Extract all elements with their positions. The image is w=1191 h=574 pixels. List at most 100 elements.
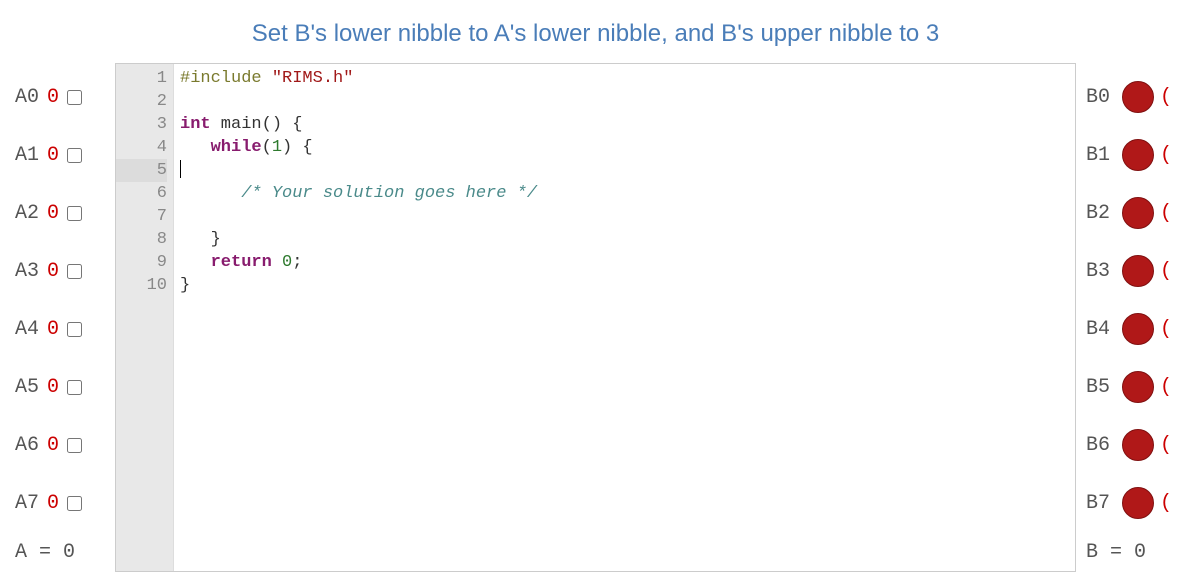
line-number-gutter: 12345678910 bbox=[116, 64, 174, 571]
input-row-a3: A30 bbox=[15, 242, 115, 300]
output-value: ( bbox=[1160, 144, 1172, 167]
input-row-a0: A00 bbox=[15, 68, 115, 126]
input-value: 0 bbox=[47, 144, 65, 167]
input-summary: A = 0 bbox=[15, 532, 115, 572]
input-value: 0 bbox=[47, 260, 65, 283]
output-row-b7: B7 ( bbox=[1086, 474, 1191, 532]
input-value: 0 bbox=[47, 434, 65, 457]
token-cm: /* Your solution goes here */ bbox=[241, 184, 537, 203]
line-number: 7 bbox=[116, 205, 167, 228]
token-plain: ; bbox=[292, 253, 302, 272]
output-row-b1: B1 ( bbox=[1086, 126, 1191, 184]
line-number: 4 bbox=[116, 136, 167, 159]
token-plain bbox=[180, 253, 211, 272]
output-label: B2 bbox=[1086, 202, 1118, 225]
input-toggle-a1[interactable] bbox=[67, 148, 82, 163]
code-line[interactable]: int main() { bbox=[180, 113, 1069, 136]
input-row-a1: A10 bbox=[15, 126, 115, 184]
page-title: Set B's lower nibble to A's lower nibble… bbox=[0, 0, 1191, 63]
output-value: ( bbox=[1160, 202, 1172, 225]
token-plain bbox=[180, 138, 211, 157]
led-icon bbox=[1122, 313, 1154, 345]
token-pp: #include bbox=[180, 69, 262, 88]
output-value: ( bbox=[1160, 86, 1172, 109]
output-row-b3: B3 ( bbox=[1086, 242, 1191, 300]
output-row-b0: B0 ( bbox=[1086, 68, 1191, 126]
input-toggle-a3[interactable] bbox=[67, 264, 82, 279]
code-line[interactable] bbox=[180, 205, 1069, 228]
led-icon bbox=[1122, 371, 1154, 403]
token-num: 0 bbox=[282, 253, 292, 272]
code-line[interactable]: /* Your solution goes here */ bbox=[180, 182, 1069, 205]
code-editor[interactable]: 12345678910 #include "RIMS.h"int main() … bbox=[115, 63, 1076, 572]
line-number: 9 bbox=[116, 251, 167, 274]
code-line[interactable]: while(1) { bbox=[180, 136, 1069, 159]
input-toggle-a5[interactable] bbox=[67, 380, 82, 395]
code-line[interactable]: return 0; bbox=[180, 251, 1069, 274]
input-row-a4: A40 bbox=[15, 300, 115, 358]
input-row-a2: A20 bbox=[15, 184, 115, 242]
output-label: B0 bbox=[1086, 86, 1118, 109]
token-kw: while bbox=[211, 138, 262, 157]
input-label: A4 bbox=[15, 318, 47, 341]
output-label: B4 bbox=[1086, 318, 1118, 341]
line-number: 5 bbox=[116, 159, 167, 182]
token-kw: return bbox=[211, 253, 272, 272]
token-plain bbox=[180, 184, 241, 203]
led-icon bbox=[1122, 255, 1154, 287]
input-toggle-a7[interactable] bbox=[67, 496, 82, 511]
input-row-a5: A50 bbox=[15, 358, 115, 416]
input-label: A2 bbox=[15, 202, 47, 225]
output-label: B1 bbox=[1086, 144, 1118, 167]
token-plain: } bbox=[180, 276, 190, 295]
line-number: 1 bbox=[116, 67, 167, 90]
output-value: ( bbox=[1160, 492, 1172, 515]
code-line[interactable]: } bbox=[180, 228, 1069, 251]
code-area[interactable]: #include "RIMS.h" int main() { while(1) {… bbox=[174, 64, 1075, 571]
code-line[interactable]: #include "RIMS.h" bbox=[180, 67, 1069, 90]
line-number: 6 bbox=[116, 182, 167, 205]
code-line[interactable]: } bbox=[180, 274, 1069, 297]
line-number: 10 bbox=[116, 274, 167, 297]
output-value: ( bbox=[1160, 318, 1172, 341]
output-value: ( bbox=[1160, 376, 1172, 399]
output-value: ( bbox=[1160, 434, 1172, 457]
output-panel: B0(B1(B2(B3(B4(B5(B6(B7(B = 0 bbox=[1076, 63, 1191, 572]
input-value: 0 bbox=[47, 318, 65, 341]
input-label: A3 bbox=[15, 260, 47, 283]
token-plain bbox=[272, 253, 282, 272]
output-label: B6 bbox=[1086, 434, 1118, 457]
output-row-b2: B2 ( bbox=[1086, 184, 1191, 242]
output-row-b5: B5( bbox=[1086, 358, 1191, 416]
token-plain: ( bbox=[262, 138, 272, 157]
led-icon bbox=[1122, 429, 1154, 461]
input-row-a6: A60 bbox=[15, 416, 115, 474]
line-number: 2 bbox=[116, 90, 167, 113]
input-panel: A00A10A20A30A40A50A60A70A = 0 bbox=[15, 63, 115, 572]
token-kw: int bbox=[180, 115, 211, 134]
input-row-a7: A70 bbox=[15, 474, 115, 532]
output-label: B3 bbox=[1086, 260, 1118, 283]
led-icon bbox=[1122, 81, 1154, 113]
workspace: A00A10A20A30A40A50A60A70A = 0 1234567891… bbox=[0, 63, 1191, 572]
line-number: 3 bbox=[116, 113, 167, 136]
input-toggle-a2[interactable] bbox=[67, 206, 82, 221]
input-toggle-a6[interactable] bbox=[67, 438, 82, 453]
code-line[interactable] bbox=[180, 159, 1069, 182]
token-num: 1 bbox=[272, 138, 282, 157]
output-summary: B = 0 bbox=[1086, 532, 1191, 572]
code-line[interactable] bbox=[180, 90, 1069, 113]
token-plain: main() { bbox=[211, 115, 303, 134]
output-label: B7 bbox=[1086, 492, 1118, 515]
input-toggle-a0[interactable] bbox=[67, 90, 82, 105]
input-label: A6 bbox=[15, 434, 47, 457]
output-row-b6: B6 ( bbox=[1086, 416, 1191, 474]
output-row-b4: B4 ( bbox=[1086, 300, 1191, 358]
input-value: 0 bbox=[47, 376, 65, 399]
token-plain: ) { bbox=[282, 138, 313, 157]
output-value: ( bbox=[1160, 260, 1172, 283]
input-toggle-a4[interactable] bbox=[67, 322, 82, 337]
led-icon bbox=[1122, 487, 1154, 519]
token-plain bbox=[262, 69, 272, 88]
input-label: A7 bbox=[15, 492, 47, 515]
